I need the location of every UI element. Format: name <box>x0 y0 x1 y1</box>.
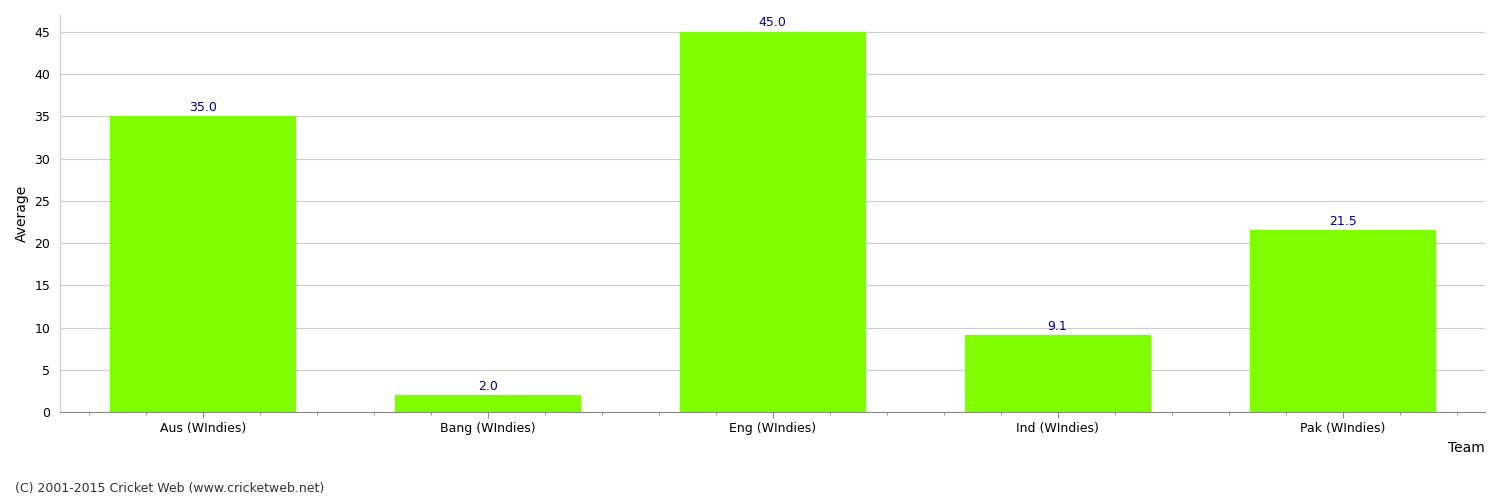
Text: 35.0: 35.0 <box>189 101 216 114</box>
Text: (C) 2001-2015 Cricket Web (www.cricketweb.net): (C) 2001-2015 Cricket Web (www.cricketwe… <box>15 482 324 495</box>
Text: 45.0: 45.0 <box>759 16 786 30</box>
Text: 9.1: 9.1 <box>1047 320 1068 332</box>
Text: 2.0: 2.0 <box>477 380 498 392</box>
Bar <box>680 32 865 412</box>
Bar <box>394 395 580 412</box>
Text: 21.5: 21.5 <box>1329 215 1356 228</box>
X-axis label: Team: Team <box>1448 441 1485 455</box>
Bar <box>1250 230 1436 412</box>
Y-axis label: Average: Average <box>15 185 28 242</box>
Bar <box>110 116 296 412</box>
Bar <box>964 335 1150 412</box>
